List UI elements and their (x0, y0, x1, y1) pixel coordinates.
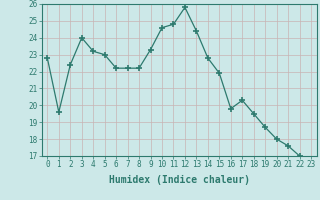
X-axis label: Humidex (Indice chaleur): Humidex (Indice chaleur) (109, 175, 250, 185)
